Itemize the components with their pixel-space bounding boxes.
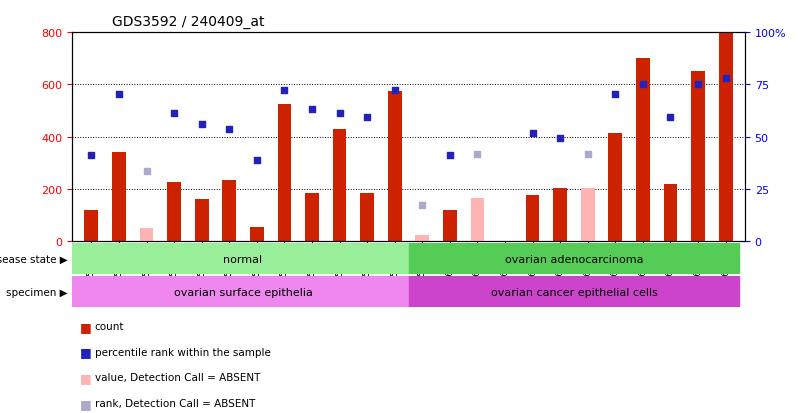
Text: ■: ■ [80,345,92,358]
Bar [691,72,705,242]
Text: normal: normal [223,254,263,264]
Point [691,82,704,88]
Text: GDS3592 / 240409_at: GDS3592 / 240409_at [112,15,264,29]
Point [582,151,594,158]
Bar [443,210,457,242]
Text: percentile rank within the sample: percentile rank within the sample [95,347,271,357]
Text: disease state ▶: disease state ▶ [0,254,68,264]
Point [471,151,484,158]
Bar [360,193,374,242]
Point [278,87,291,94]
Bar [409,244,739,275]
Point [306,107,319,113]
Text: count: count [95,321,124,331]
Point [251,157,264,164]
Bar [609,133,622,242]
Point [444,152,457,159]
Point [113,91,126,97]
Bar [277,105,292,242]
Bar [72,244,409,275]
Bar [409,277,739,308]
Bar [525,196,540,242]
Point [140,168,153,175]
Point [553,135,566,142]
Point [526,130,539,137]
Point [664,114,677,121]
Point [609,91,622,97]
Bar [332,130,347,242]
Point [167,111,180,117]
Point [637,82,650,88]
Bar [416,235,429,242]
Bar [663,184,678,242]
Point [388,87,401,94]
Bar [553,188,567,242]
Bar [636,59,650,242]
Text: ovarian surface epithelia: ovarian surface epithelia [174,287,312,297]
Point [85,152,98,159]
Bar [388,92,401,242]
Bar [718,33,733,242]
Text: ovarian adenocarcinoma: ovarian adenocarcinoma [505,254,643,264]
Text: ovarian cancer epithelial cells: ovarian cancer epithelial cells [490,287,658,297]
Text: value, Detection Call = ABSENT: value, Detection Call = ABSENT [95,373,260,382]
Bar [72,277,409,308]
Bar [470,199,485,242]
Point [195,121,208,128]
Point [223,126,235,133]
Bar [305,193,319,242]
Text: ■: ■ [80,371,92,384]
Bar [223,180,236,242]
Point [360,114,373,121]
Point [416,202,429,209]
Text: ■: ■ [80,320,92,333]
Text: specimen ▶: specimen ▶ [6,287,68,297]
Bar [167,183,181,242]
Bar [84,210,99,242]
Text: ■: ■ [80,396,92,410]
Text: rank, Detection Call = ABSENT: rank, Detection Call = ABSENT [95,398,255,408]
Point [333,111,346,117]
Bar [112,153,126,242]
Bar [250,227,264,242]
Bar [581,188,594,242]
Point [719,75,732,82]
Bar [195,200,208,242]
Bar [139,228,154,242]
